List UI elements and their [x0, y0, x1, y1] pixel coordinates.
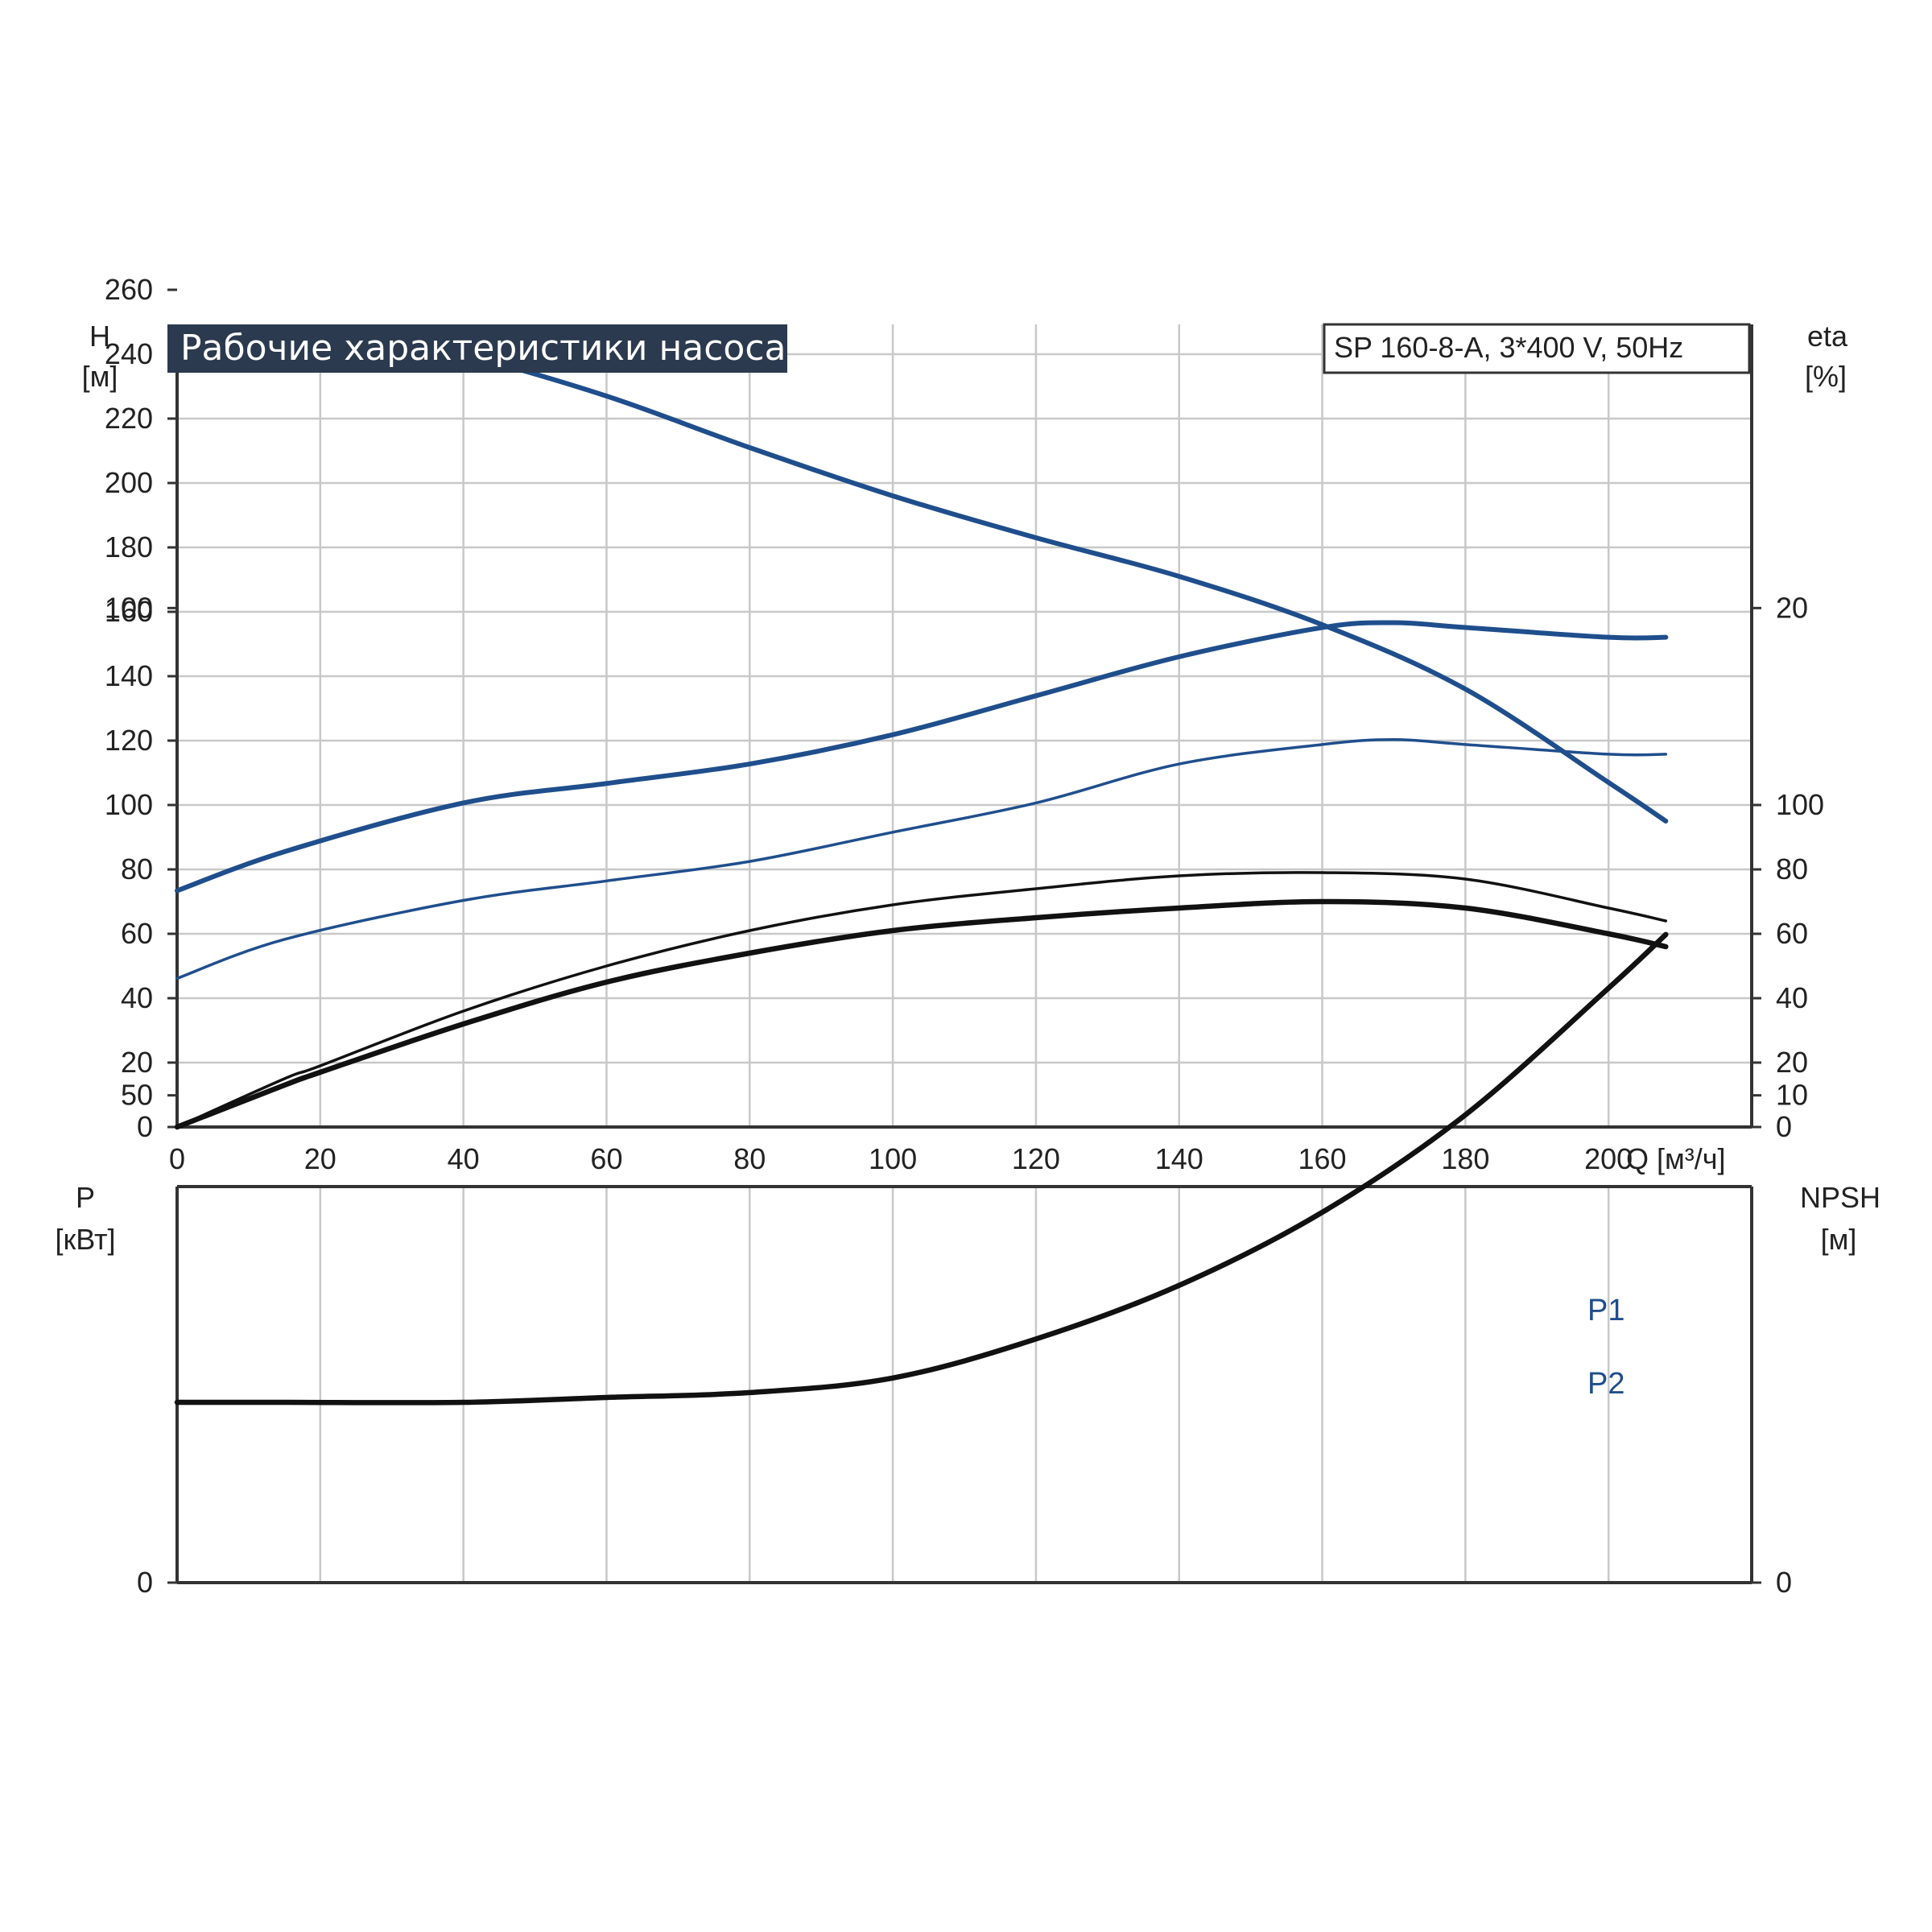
top-left-axis-label: H — [89, 320, 110, 353]
x-tick-label: 160 — [1298, 1142, 1347, 1175]
left-tick-label: 40 — [121, 981, 153, 1014]
right-tick-label: 40 — [1776, 981, 1808, 1014]
bottom-left-axis-unit: [кВт] — [55, 1223, 115, 1256]
left-tick-label: 100 — [105, 788, 153, 821]
left-tick-label: 80 — [121, 852, 153, 886]
top-left-axis-unit: [м] — [82, 360, 118, 393]
left-tick-label: 100 — [105, 591, 153, 624]
left-tick-label: 160 — [105, 595, 153, 628]
series-layer — [174, 332, 1669, 1406]
right-tick-label: 60 — [1776, 917, 1808, 950]
x-tick-label: 120 — [1012, 1142, 1060, 1175]
right-tick-label: 0 — [1776, 1566, 1792, 1599]
right-tick-label: 10 — [1776, 1079, 1808, 1112]
left-tick-label: 220 — [105, 402, 153, 435]
tick-label-layer: 0204060801001201401601802002202402600204… — [105, 273, 1824, 1599]
bottom-right-axis-unit: [м] — [1821, 1223, 1857, 1256]
chart-title: Рабочие характеристики насоса — [180, 328, 786, 369]
title-background — [167, 324, 787, 373]
top-right-axis-unit: [%] — [1805, 360, 1847, 393]
x-tick-label: 20 — [304, 1142, 336, 1175]
right-tick-label: 100 — [1776, 788, 1824, 821]
right-tick-label: 0 — [1776, 1110, 1792, 1143]
bottom-left-axis-label: P — [76, 1181, 95, 1214]
x-axis-label: Q [м³/ч] — [1626, 1142, 1726, 1175]
x-tick-label: 200 — [1584, 1142, 1633, 1175]
left-tick-label: 0 — [137, 1566, 153, 1599]
top-right-axis-label: eta — [1807, 320, 1848, 353]
left-tick-label: 20 — [121, 1046, 153, 1079]
x-tick-label: 0 — [169, 1142, 185, 1175]
series-line-0-0 — [175, 332, 1669, 824]
x-tick-label: 100 — [869, 1142, 917, 1175]
series-line-1-1 — [175, 738, 1668, 980]
left-tick-label: 50 — [121, 1079, 153, 1112]
series-label-p1: P1 — [1587, 1294, 1624, 1327]
model-label: SP 160-8-A, 3*400 V, 50Hz — [1334, 331, 1683, 364]
right-tick-label: 20 — [1776, 1046, 1808, 1079]
x-tick-label: 40 — [448, 1142, 480, 1175]
left-tick-label: 120 — [105, 724, 153, 757]
left-tick-label: 180 — [105, 530, 153, 564]
series-line-0-2 — [174, 898, 1669, 1130]
bottom-right-axis-label: NPSH — [1800, 1181, 1880, 1214]
series-line-0-1 — [175, 871, 1668, 1129]
x-tick-label: 60 — [590, 1142, 622, 1175]
right-tick-label: 80 — [1776, 852, 1808, 886]
frame-layer — [175, 324, 1753, 1584]
series-line-1-2 — [174, 931, 1669, 1406]
series-line-1-0 — [175, 620, 1669, 894]
left-tick-label: 0 — [137, 1110, 153, 1143]
model-box — [1323, 323, 1751, 374]
left-tick-label: 60 — [121, 917, 153, 950]
left-tick-label: 140 — [105, 659, 153, 692]
x-tick-label: 180 — [1441, 1142, 1489, 1175]
x-tick-label: 140 — [1155, 1142, 1203, 1175]
series-label-p2: P2 — [1587, 1367, 1624, 1401]
left-tick-label: 240 — [105, 337, 153, 370]
left-tick-label: 200 — [105, 466, 153, 499]
right-tick-label: 20 — [1776, 591, 1808, 624]
x-tick-label: 80 — [733, 1142, 766, 1175]
grid-layer — [175, 324, 1753, 1584]
left-tick-label: 260 — [105, 273, 153, 306]
